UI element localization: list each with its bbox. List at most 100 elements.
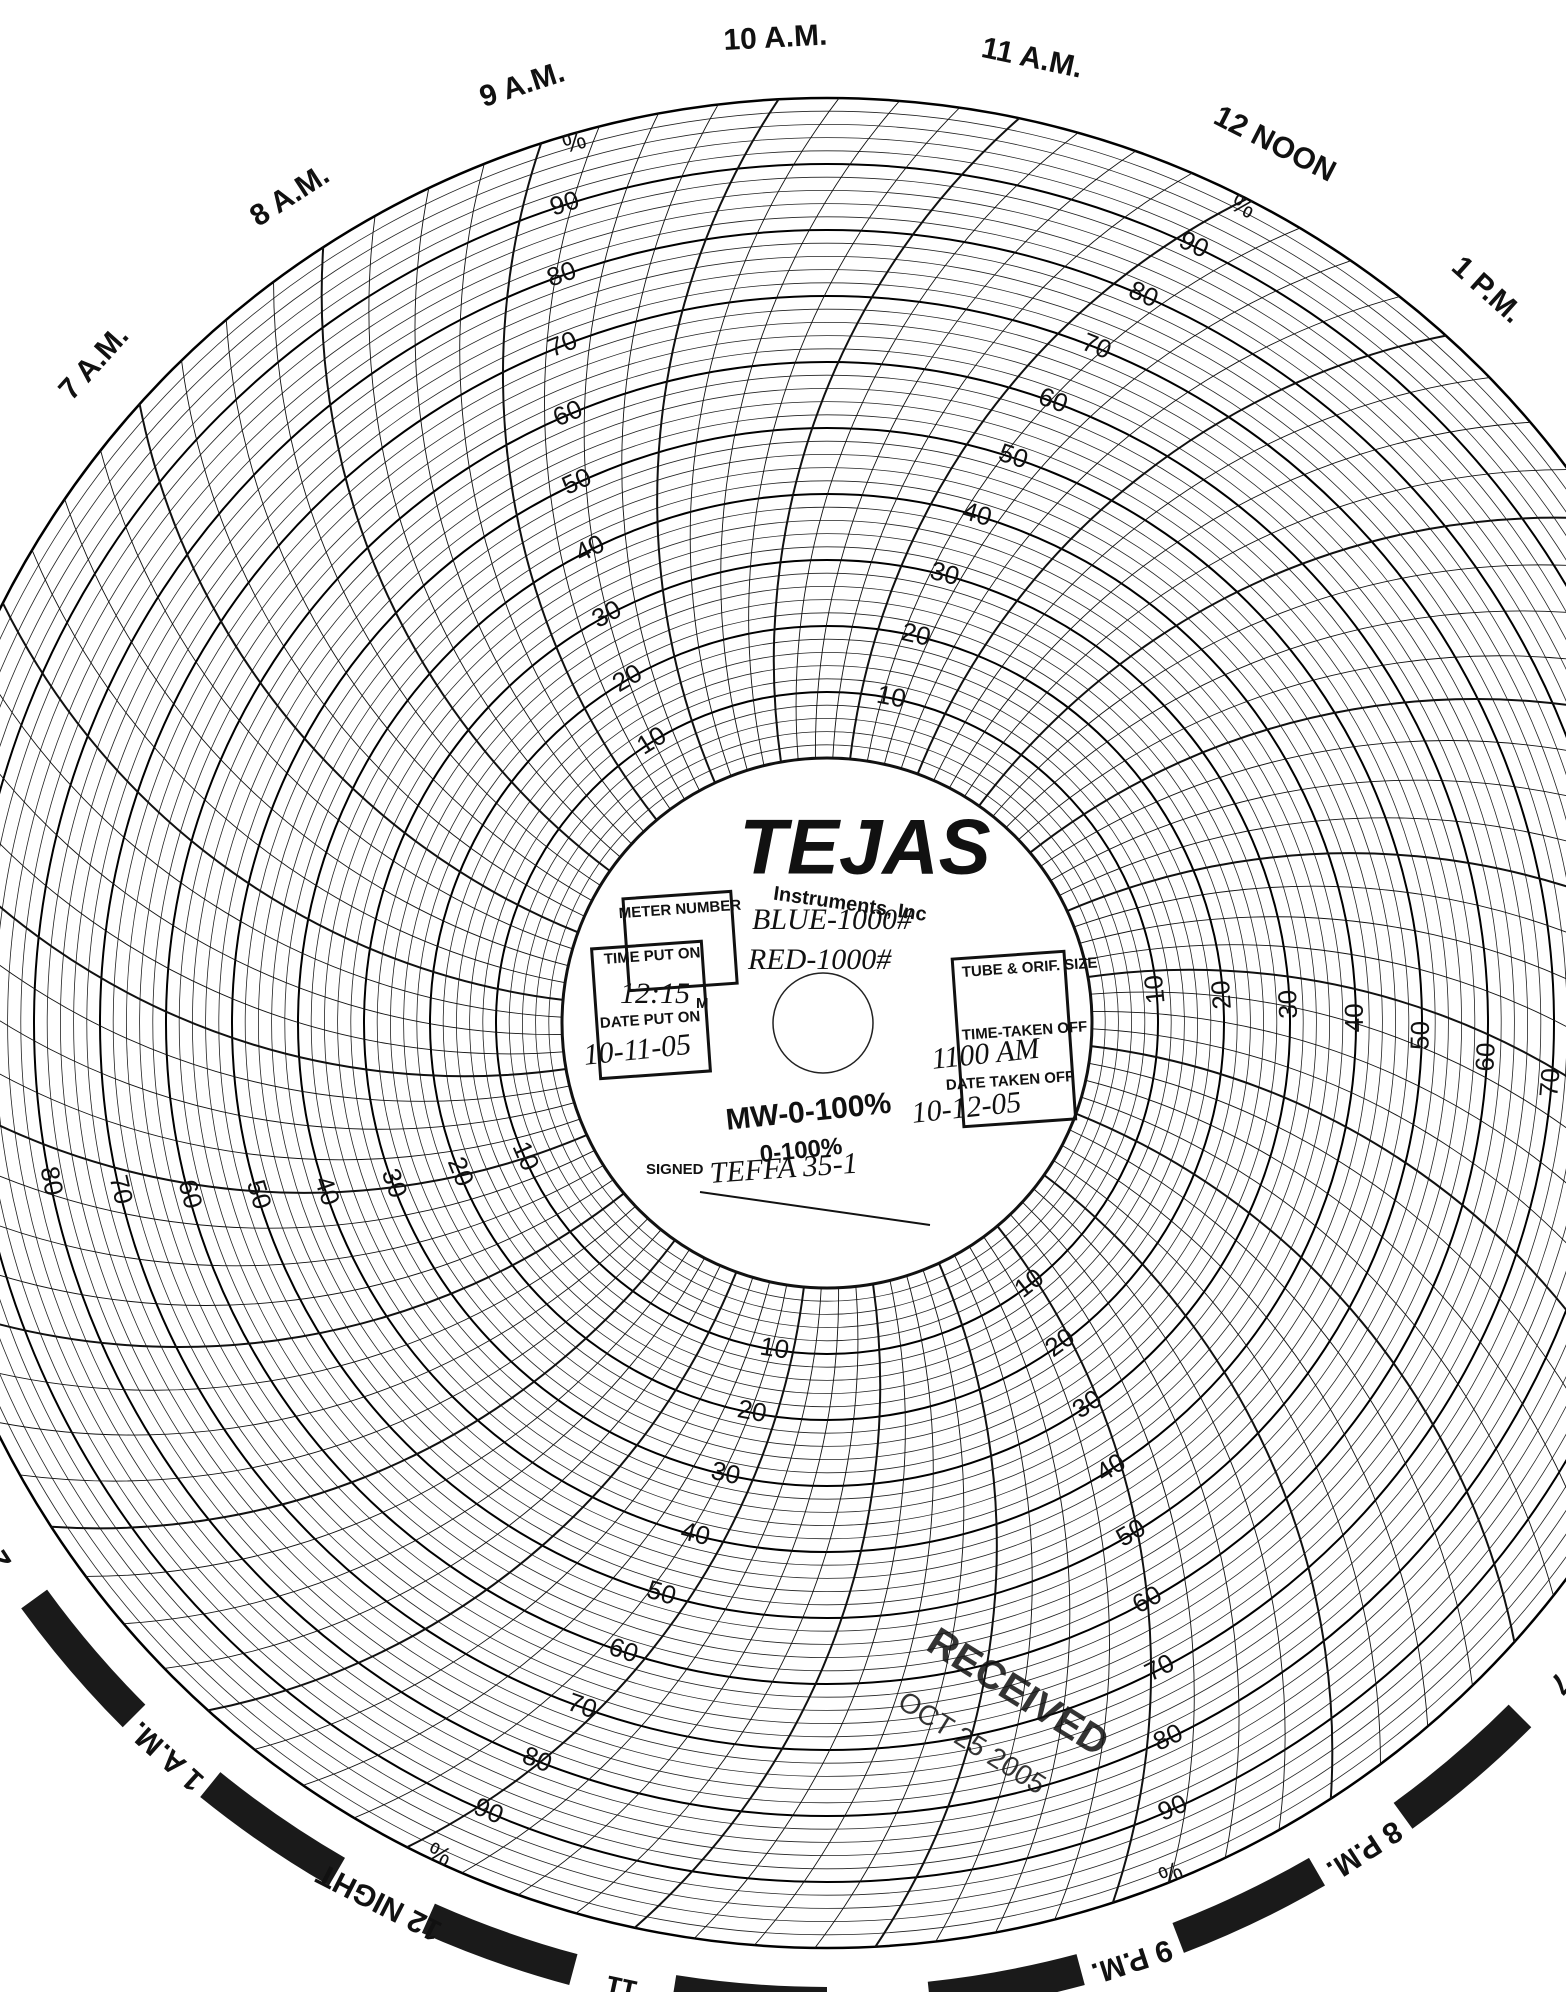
signature-line	[699, 1191, 931, 1226]
ring	[522, 718, 1133, 1329]
hour-line	[1075, 1112, 1516, 1643]
hour-line	[1087, 968, 1566, 1078]
scale-label: 10	[1138, 974, 1171, 1006]
time-line	[754, 1275, 934, 1946]
time-line	[0, 693, 563, 1018]
time-line	[302, 1281, 771, 1786]
ring	[455, 652, 1199, 1395]
hour-line	[138, 403, 579, 934]
time-line	[748, 107, 961, 766]
ring	[112, 308, 1542, 1738]
card-disc	[560, 756, 1094, 1290]
scale-label: 60	[1469, 1042, 1500, 1072]
time-line	[935, 1255, 1033, 1942]
scale-ring	[0, 163, 1566, 1883]
time-line	[164, 1265, 721, 1669]
hour-line	[874, 1262, 998, 1948]
scale-label: 20	[735, 1393, 769, 1428]
time-line	[1005, 610, 1566, 828]
time-line	[459, 163, 645, 832]
time-line	[814, 1269, 965, 1949]
time-line	[689, 97, 840, 777]
time-line	[1088, 1062, 1566, 1389]
time-line	[1009, 1214, 1195, 1883]
scale-label: 80	[34, 1164, 69, 1198]
time-line	[866, 227, 1301, 762]
time-line	[123, 1257, 706, 1625]
hour-line	[996, 1225, 1152, 1904]
ring	[350, 546, 1304, 1500]
time-line	[621, 104, 719, 791]
time-line	[1091, 1028, 1566, 1244]
ring	[323, 520, 1331, 1527]
hour-label: 10 A.M.	[723, 19, 829, 57]
ring	[152, 348, 1502, 1698]
time-line	[1091, 1010, 1566, 1184]
time-line	[0, 1179, 614, 1306]
scale-ring	[429, 625, 1225, 1421]
time-line	[992, 564, 1566, 817]
time-line	[1061, 1144, 1429, 1727]
night-band	[1172, 1857, 1325, 1953]
time-put-on: 12:15	[620, 977, 690, 1010]
hour-line	[1066, 852, 1566, 912]
ring	[337, 533, 1317, 1513]
time-line	[964, 469, 1566, 797]
scale-label: 10	[874, 679, 908, 714]
ring	[376, 572, 1278, 1474]
date-put-on-label: DATE PUT ON	[599, 1008, 701, 1032]
ring	[482, 678, 1172, 1368]
scale-label: 20	[899, 616, 934, 652]
night-band	[200, 1772, 346, 1886]
scale-label: 10	[758, 1331, 791, 1365]
hour-line	[207, 1271, 738, 1712]
scale-ring	[495, 691, 1159, 1355]
time-line	[1084, 944, 1566, 1027]
time-line	[414, 188, 632, 845]
time-line	[0, 1164, 604, 1267]
time-line	[1085, 1079, 1566, 1489]
scale-ring	[363, 559, 1291, 1487]
time-line	[225, 319, 593, 902]
time-line	[19, 1229, 662, 1482]
scale-label: 50	[1404, 1021, 1435, 1051]
time-line	[0, 1073, 581, 1161]
time-line	[832, 172, 1193, 759]
ring	[0, 124, 1566, 1922]
time-line	[1073, 885, 1566, 933]
ring	[0, 177, 1566, 1869]
scale-label: 40	[1339, 1003, 1369, 1032]
time-line	[0, 1020, 575, 1130]
time-line	[100, 450, 573, 950]
ring	[535, 731, 1119, 1315]
time-line	[1022, 1201, 1240, 1858]
night-band	[21, 1589, 146, 1728]
ring	[205, 401, 1449, 1645]
ring	[508, 704, 1146, 1342]
center-card: TEJAS Instruments, Inc BLUE-1000# RED-10…	[560, 756, 1098, 1290]
hour-line	[1090, 1045, 1566, 1312]
time-line	[693, 1280, 906, 1939]
scale-ring	[231, 427, 1423, 1619]
ring	[442, 638, 1212, 1408]
time-line	[1053, 1160, 1381, 1765]
time-suffix: M	[696, 995, 709, 1012]
hour-line	[634, 1283, 882, 1929]
taken-off-box	[950, 949, 1078, 1129]
scale-label: 70	[104, 1172, 140, 1207]
time-line	[1033, 1188, 1286, 1831]
scale-label: 20	[1205, 979, 1237, 1010]
time-line	[1081, 1096, 1554, 1596]
scale-label: 30	[708, 1455, 743, 1491]
time-line	[1050, 779, 1566, 882]
time-line	[64, 498, 569, 967]
time-line	[254, 1277, 754, 1750]
time-line	[461, 1287, 822, 1874]
hour-line	[772, 117, 1020, 763]
time-line	[85, 1249, 690, 1577]
hour-line	[406, 1286, 805, 1849]
time-line	[0, 843, 564, 1055]
hour-line	[1043, 1174, 1334, 1799]
hour-line	[1, 602, 564, 1001]
